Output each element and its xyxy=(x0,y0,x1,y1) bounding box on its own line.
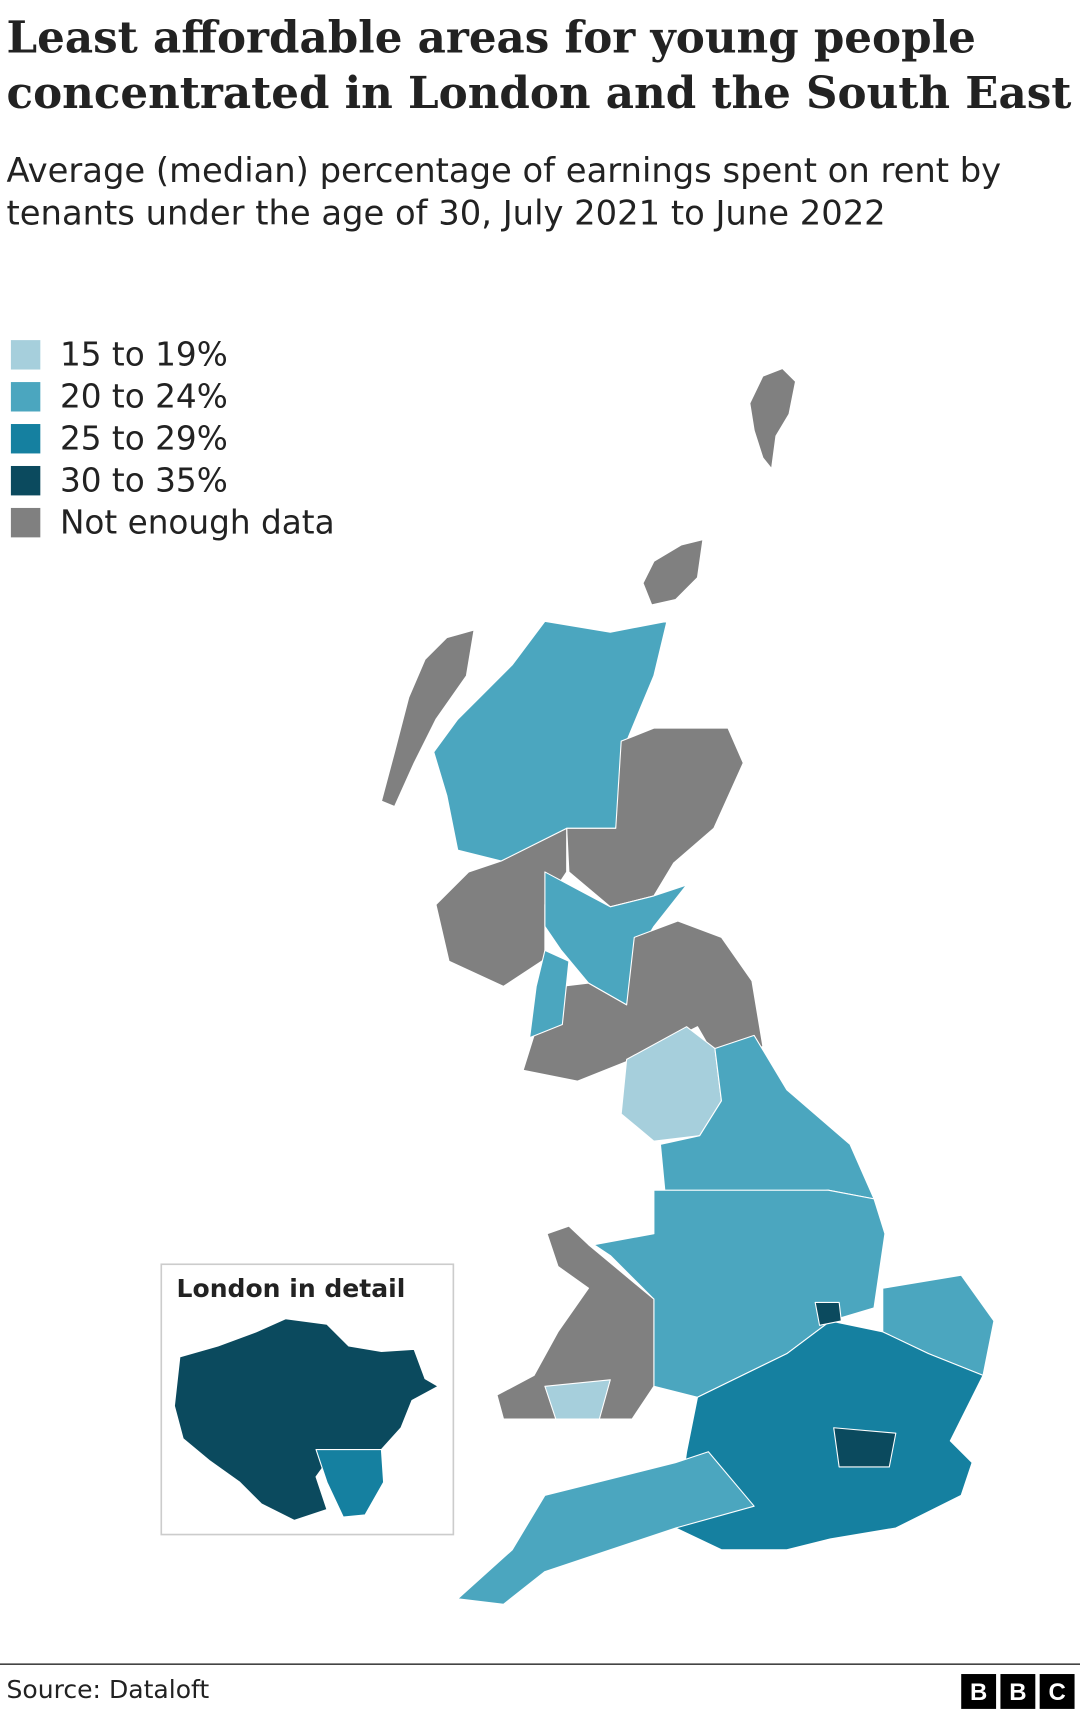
logo-block xyxy=(961,1674,997,1709)
legend-label: Not enough data xyxy=(60,503,335,541)
region xyxy=(642,539,704,606)
legend-label: 25 to 29% xyxy=(60,419,228,457)
region xyxy=(833,1427,897,1468)
london-map xyxy=(173,1318,439,1521)
legend-label: 20 to 24% xyxy=(60,377,228,415)
source: Source: Dataloft xyxy=(7,1675,210,1704)
inset-title: London in detail xyxy=(177,1274,406,1303)
region xyxy=(529,949,570,1039)
region xyxy=(675,1320,984,1551)
legend-swatch xyxy=(10,340,41,370)
region xyxy=(457,1451,755,1605)
subtitle-line: Average (median) percentage of earnings … xyxy=(7,151,1002,190)
region xyxy=(315,1448,385,1518)
logo-letter: C xyxy=(1048,1679,1065,1706)
legend-label: 15 to 19% xyxy=(60,335,228,373)
legend-label: 30 to 35% xyxy=(60,461,228,499)
uk-map xyxy=(380,367,995,1605)
legend: 15 to 19% 20 to 24% 25 to 29% 30 to 35% Not … xyxy=(10,335,335,541)
region xyxy=(496,1225,655,1420)
region xyxy=(814,1301,842,1326)
legend-swatch xyxy=(10,382,41,412)
region xyxy=(435,827,568,987)
region xyxy=(566,727,744,908)
logo-letter: B xyxy=(970,1679,987,1706)
logo-letter: B xyxy=(1009,1679,1026,1706)
legend-swatch xyxy=(10,465,41,496)
subtitle-line: tenants under the age of 30, July 2021 t… xyxy=(7,194,886,233)
title-line: concentrated in London and the South Eas… xyxy=(7,68,1072,119)
logo-block xyxy=(1000,1674,1036,1709)
title-line: Least affordable areas for young people xyxy=(7,12,976,63)
region xyxy=(522,920,764,1082)
region xyxy=(749,367,797,470)
region xyxy=(173,1318,439,1521)
legend-swatch xyxy=(10,507,41,538)
logo-block xyxy=(1039,1674,1075,1709)
legend-swatch xyxy=(10,424,41,454)
region xyxy=(380,629,475,808)
region xyxy=(544,1379,611,1420)
